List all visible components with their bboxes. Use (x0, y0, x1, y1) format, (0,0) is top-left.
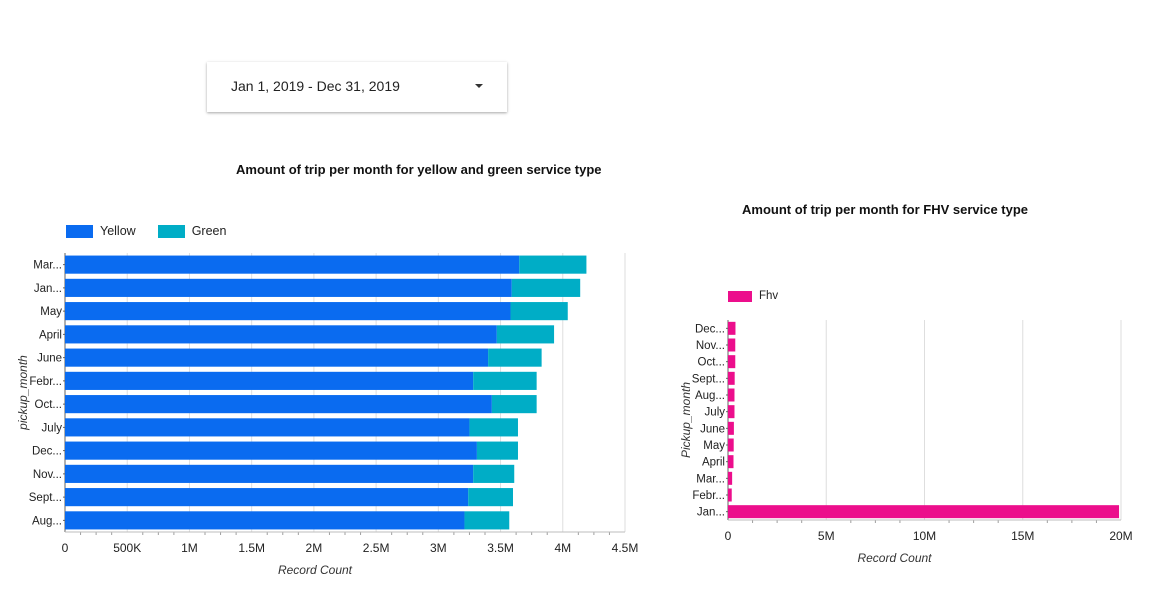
chart1-bar-yellow (65, 325, 497, 344)
chart1-bar-green (473, 371, 537, 390)
chart2-bar-fhv (728, 488, 732, 502)
chart1-bar-green (469, 418, 518, 437)
chart1-category-label: Aug... (32, 515, 62, 527)
chart2-bar-fhv (728, 338, 736, 352)
chart2-x-tick-label: 20M (1109, 529, 1132, 543)
chart2-category-label: June (700, 423, 725, 435)
chart1-x-tick-label: 1.5M (238, 541, 265, 555)
chart2-category-label: Aug... (695, 390, 725, 402)
chart2-bar-fhv (728, 455, 734, 469)
chart1-bar-green (511, 278, 581, 297)
chart2-x-tick-label: 0 (725, 529, 732, 543)
legend-label-green: Green (191, 224, 227, 238)
chart1-bar-yellow (65, 441, 477, 460)
chart2-x-tick-label: 15M (1011, 529, 1034, 543)
chart1-category-label: Febr... (29, 376, 62, 388)
legend-swatch-yellow (66, 224, 93, 238)
chart1-category-label: April (39, 329, 62, 341)
chart1-x-tick-label: 3.5M (487, 541, 514, 555)
chart1-x-tick-label: 3M (430, 541, 447, 555)
chart1-title: Amount of trip per month for yellow and … (236, 162, 602, 177)
chart1-bar-green (468, 488, 513, 507)
chart2-category-label: Sept... (692, 373, 725, 385)
chart2-title: Amount of trip per month for FHV service… (742, 202, 1029, 217)
chart1-category-label: Nov... (33, 469, 62, 481)
chart2-bar-fhv (728, 438, 734, 452)
chart1-x-tick-label: 4.5M (612, 541, 639, 555)
chart2-category-label: Febr... (692, 490, 725, 502)
chart2-x-tick-label: 10M (913, 529, 936, 543)
chart1-x-tick-label: 0 (62, 541, 69, 555)
chart2-x-axis-title: Record Count (857, 551, 932, 565)
chart1-bar-green (510, 302, 568, 321)
chart1-bar-yellow (65, 395, 492, 414)
date-range-text: Jan 1, 2019 - Dec 31, 2019 (231, 78, 400, 94)
chart2-bar-fhv (728, 388, 735, 402)
chart2-legend: Fhv (728, 290, 800, 302)
dropdown-arrow-icon[interactable] (475, 84, 483, 88)
chart2-bar-fhv (728, 355, 736, 369)
legend-swatch-green (157, 224, 185, 238)
chart2-bar-fhv (728, 321, 736, 335)
chart1-category-label: June (37, 353, 62, 365)
legend-label-yellow: Yellow (100, 224, 136, 238)
chart1-category-label: Jan... (34, 283, 62, 295)
chart1-category-label: Oct... (35, 399, 62, 411)
chart1-bar-green (464, 511, 510, 530)
chart1-x-axis-title: Record Count (278, 563, 353, 577)
chart1-bar-yellow (65, 464, 474, 483)
chart2-x-tick-label: 5M (818, 529, 835, 543)
chart2-bar-fhv (728, 505, 1120, 519)
chart2-bar-fhv (728, 371, 735, 385)
chart1-category-label: Sept... (29, 492, 62, 504)
chart2-y-axis-title: Pickup_month (679, 382, 693, 458)
legend-swatch-fhv (728, 290, 752, 302)
chart1-category-label: May (40, 306, 62, 318)
chart2-category-label: Nov... (696, 340, 725, 352)
chart2-category-label: Jan... (697, 507, 725, 519)
chart1-bar-yellow (65, 371, 474, 390)
chart2-bar-fhv (728, 405, 735, 419)
chart1-bar-yellow (65, 255, 520, 274)
chart2-category-label: Mar... (696, 473, 725, 485)
chart1-category-label: July (42, 422, 63, 434)
chart1-x-tick-label: 4M (554, 541, 571, 555)
chart1-bar-yellow (65, 418, 470, 437)
chart1-bar-yellow (65, 488, 469, 507)
chart1-bar-yellow (65, 511, 465, 530)
chart1-x-tick-label: 1M (181, 541, 198, 555)
chart1-bar-yellow (65, 302, 511, 321)
legend-item-green[interactable]: Green (157, 224, 227, 238)
legend-item-fhv[interactable]: Fhv (728, 290, 778, 302)
chart1-bar-green (473, 464, 515, 483)
legend-label-fhv: Fhv (759, 290, 779, 302)
chart1-x-tick-label: 500K (113, 541, 141, 555)
chart2-category-label: July (705, 407, 726, 419)
chart1-legend: Yellow Green (66, 224, 248, 238)
chart1-y-axis-title: pickup_month (16, 355, 30, 431)
legend-item-yellow[interactable]: Yellow (66, 224, 136, 238)
date-range-picker[interactable]: Jan 1, 2019 - Dec 31, 2019 (207, 62, 507, 112)
chart1-bar-yellow (65, 348, 489, 367)
chart1-x-tick-label: 2.5M (363, 541, 390, 555)
chart1-bar-green (491, 395, 537, 414)
chart2-bar-fhv (728, 471, 733, 485)
chart2-category-label: April (702, 457, 725, 469)
chart2-bar-fhv (728, 421, 734, 435)
chart2-category-label: May (703, 440, 725, 452)
chart1-bar-yellow (65, 278, 512, 297)
chart1-bar-green (488, 348, 542, 367)
chart1-bar-green (519, 255, 587, 274)
chart1-category-label: Dec... (32, 446, 62, 458)
chart1-bar-green (476, 441, 518, 460)
chart2-category-label: Dec... (695, 323, 725, 335)
chart2-category-label: Oct... (698, 357, 725, 369)
chart1-category-label: Mar... (33, 260, 62, 272)
chart1-bar-green (496, 325, 555, 344)
chart1-x-tick-label: 2M (306, 541, 323, 555)
